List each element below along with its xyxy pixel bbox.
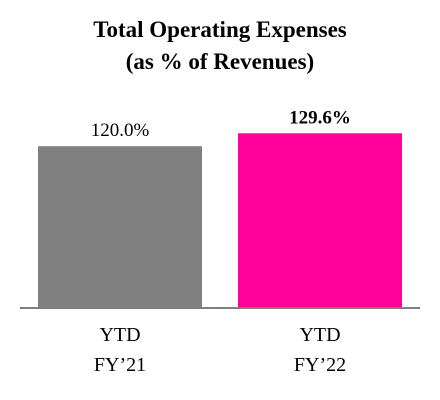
category-label-1-line-1: YTD [99, 324, 140, 346]
data-label-1: 120.0% [91, 120, 150, 141]
bar-1 [38, 146, 202, 308]
chart-title: Total Operating Expenses [93, 17, 347, 42]
category-label-1-line-2: FY’21 [94, 354, 146, 376]
bar-2 [238, 133, 402, 308]
category-label-2-line-1: YTD [299, 324, 340, 346]
data-label-2: 129.6% [289, 107, 351, 128]
chart-title-block: Total Operating Expenses (as % of Revenu… [0, 14, 440, 78]
chart-subtitle: (as % of Revenues) [125, 49, 315, 74]
category-label-2-line-2: FY’22 [294, 354, 346, 376]
